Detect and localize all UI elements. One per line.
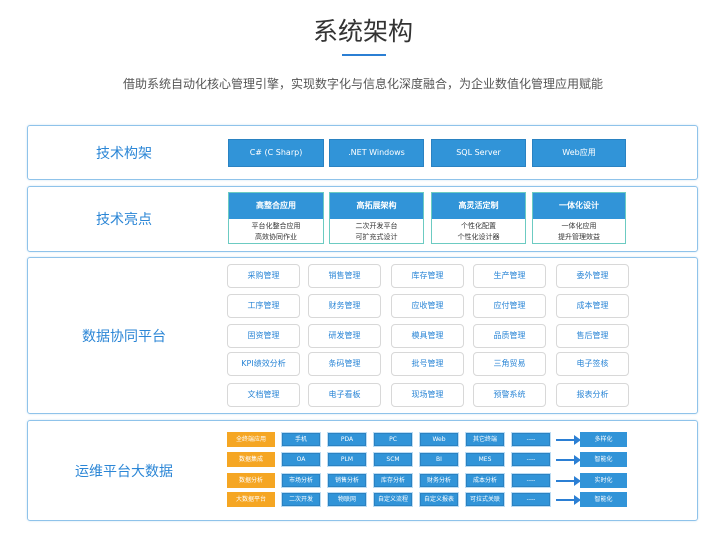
module-button[interactable]: 财务管理 bbox=[308, 294, 381, 318]
highlight-line: 可扩充式设计 bbox=[355, 233, 398, 241]
tech-item: .NET Windows bbox=[329, 139, 424, 167]
bigdata-cell: PC bbox=[373, 432, 413, 447]
platform-panel: 数据协同平台 bbox=[27, 257, 698, 414]
bigdata-cell: 可拉式关联 bbox=[465, 492, 505, 507]
module-button[interactable]: 报表分析 bbox=[556, 383, 629, 407]
bigdata-cell: BI bbox=[419, 452, 459, 467]
module-button[interactable]: 库存管理 bbox=[391, 264, 464, 288]
module-button[interactable]: 模具管理 bbox=[391, 324, 464, 348]
title-underline bbox=[342, 54, 386, 56]
highlight-line: 个性化设计器 bbox=[457, 233, 500, 241]
highlight-title: 一体化设计 bbox=[533, 193, 625, 219]
highlight-card: 高整合应用 平台化整合应用 高效协同作业 bbox=[228, 192, 324, 244]
bigdata-cell: 其它终端 bbox=[465, 432, 505, 447]
module-button[interactable]: 成本管理 bbox=[556, 294, 629, 318]
highlights-panel: 技术亮点 bbox=[27, 186, 698, 252]
highlight-line: 二次开发平台 bbox=[355, 222, 398, 230]
bigdata-cell: 成本分析 bbox=[465, 473, 505, 488]
module-button[interactable]: 文档管理 bbox=[227, 383, 300, 407]
bigdata-cell: 二次开发 bbox=[281, 492, 321, 507]
highlight-card: 高灵活定制个性化配置个性化设计器 bbox=[431, 192, 526, 244]
module-button[interactable]: 批号管理 bbox=[391, 352, 464, 376]
bigdata-cell: PDA bbox=[327, 432, 367, 447]
module-button[interactable]: 现场管理 bbox=[391, 383, 464, 407]
module-button[interactable]: KPI绩效分析 bbox=[227, 352, 300, 376]
bigdata-cell: 市场分析 bbox=[281, 473, 321, 488]
bigdata-cell: ---- bbox=[511, 492, 551, 507]
bigdata-cell: 自定义报表 bbox=[419, 492, 459, 507]
panel-label: 技术构架 bbox=[96, 145, 152, 162]
highlight-title: 高整合应用 bbox=[229, 193, 323, 219]
arrow-right-icon bbox=[556, 495, 581, 505]
tech-arch-panel: 技术构架 bbox=[27, 125, 698, 180]
highlight-line: 高效协同作业 bbox=[255, 233, 297, 241]
category-label: 全终端应用 bbox=[227, 432, 275, 447]
result-label: 实时化 bbox=[580, 473, 627, 488]
page-title: 系统架构 bbox=[312, 17, 413, 46]
page-subtitle: 借助系统自动化核心管理引擎，实现数字化与信息化深度融合，为企业数值化管理应用赋能 bbox=[122, 77, 603, 91]
module-button[interactable]: 条码管理 bbox=[308, 352, 381, 376]
result-label: 多样化 bbox=[580, 432, 627, 447]
panel-label: 数据协同平台 bbox=[82, 328, 166, 345]
arrow-right-icon bbox=[556, 435, 581, 445]
module-button[interactable]: 预警系统 bbox=[473, 383, 546, 407]
module-button[interactable]: 生产管理 bbox=[473, 264, 546, 288]
bigdata-cell: Web bbox=[419, 432, 459, 447]
tech-item: C# (C Sharp) bbox=[228, 139, 324, 167]
highlight-line: 提升管理效益 bbox=[558, 233, 600, 241]
highlight-line: 一体化应用 bbox=[561, 222, 597, 230]
bigdata-cell: MES bbox=[465, 452, 505, 467]
highlight-title: 高灵活定制 bbox=[432, 193, 525, 219]
bigdata-cell: 库存分析 bbox=[373, 473, 413, 488]
bigdata-cell: ---- bbox=[511, 473, 551, 488]
module-button[interactable]: 委外管理 bbox=[556, 264, 629, 288]
module-button[interactable]: 研发管理 bbox=[308, 324, 381, 348]
arrow-right-icon bbox=[556, 476, 581, 486]
bigdata-cell: 财务分析 bbox=[419, 473, 459, 488]
module-button[interactable]: 品质管理 bbox=[473, 324, 546, 348]
module-button[interactable]: 固资管理 bbox=[227, 324, 300, 348]
panel-label: 运维平台大数据 bbox=[75, 463, 173, 480]
highlight-body: 个性化配置个性化设计器 bbox=[432, 219, 525, 243]
highlight-card: 一体化设计一体化应用提升管理效益 bbox=[532, 192, 626, 244]
highlight-line: 个性化配置 bbox=[461, 222, 496, 230]
bigdata-cell: 销售分析 bbox=[327, 473, 367, 488]
highlight-body: 一体化应用提升管理效益 bbox=[533, 219, 625, 243]
bigdata-cell: PLM bbox=[327, 452, 367, 467]
bigdata-cell: SCM bbox=[373, 452, 413, 467]
highlight-body: 平台化整合应用 高效协同作业 bbox=[229, 219, 323, 243]
highlight-card: 高拓展架构 二次开发平台 可扩充式设计 bbox=[329, 192, 424, 244]
category-label: 数据集成 bbox=[227, 452, 275, 467]
result-label: 智能化 bbox=[580, 452, 627, 467]
tech-item: Web应用 bbox=[532, 139, 626, 167]
category-label: 大数据平台 bbox=[227, 492, 275, 507]
highlight-line: 平台化整合应用 bbox=[251, 222, 301, 230]
bigdata-cell: OA bbox=[281, 452, 321, 467]
bigdata-cell: ---- bbox=[511, 432, 551, 447]
module-button[interactable]: 工序管理 bbox=[227, 294, 300, 318]
module-button[interactable]: 电子看板 bbox=[308, 383, 381, 407]
highlight-body: 二次开发平台 可扩充式设计 bbox=[330, 219, 423, 243]
bigdata-cell: 物联网 bbox=[327, 492, 367, 507]
module-button[interactable]: 应收管理 bbox=[391, 294, 464, 318]
result-label: 智能化 bbox=[580, 492, 627, 507]
panel-label: 技术亮点 bbox=[96, 212, 152, 228]
arrow-right-icon bbox=[556, 455, 581, 465]
bigdata-cell: 手机 bbox=[281, 432, 321, 447]
bigdata-cell: ---- bbox=[511, 452, 551, 467]
bigdata-cell: 自定义流程 bbox=[373, 492, 413, 507]
module-button[interactable]: 采购管理 bbox=[227, 264, 300, 288]
tech-item: SQL Server bbox=[431, 139, 526, 167]
module-button[interactable]: 售后管理 bbox=[556, 324, 629, 348]
module-button[interactable]: 三角贸易 bbox=[473, 352, 546, 376]
module-button[interactable]: 销售管理 bbox=[308, 264, 381, 288]
module-button[interactable]: 应付管理 bbox=[473, 294, 546, 318]
category-label: 数据分析 bbox=[227, 473, 275, 488]
module-button[interactable]: 电子签核 bbox=[556, 352, 629, 376]
bigdata-panel: 运维平台大数据 bbox=[27, 420, 698, 521]
highlight-title: 高拓展架构 bbox=[330, 193, 423, 219]
